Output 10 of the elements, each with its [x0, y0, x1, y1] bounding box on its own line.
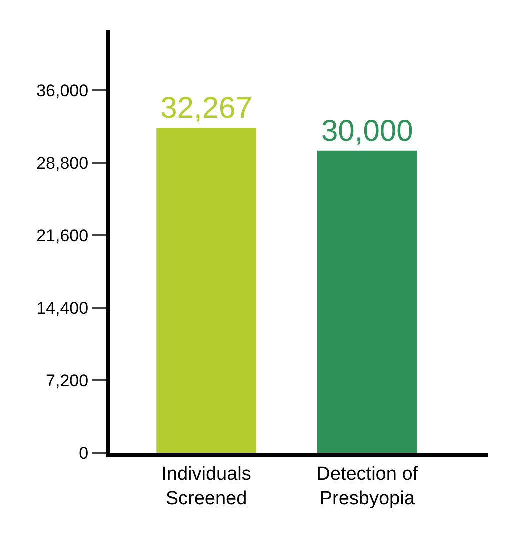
y-tick-label: 14,400: [36, 298, 89, 318]
y-tick-label: 0: [79, 444, 89, 463]
y-tick-label: 36,000: [36, 81, 89, 100]
y-tick-label: 21,600: [36, 226, 89, 246]
y-tick-label: 7,200: [46, 371, 89, 390]
x-tick-label: Individuals Screened: [162, 464, 252, 510]
data-label: 32,267: [160, 92, 252, 126]
data-label: 30,000: [321, 114, 414, 148]
y-tick-label: 28,800: [36, 154, 89, 173]
x-tick-label: Detection of Presbyopia: [316, 464, 419, 510]
